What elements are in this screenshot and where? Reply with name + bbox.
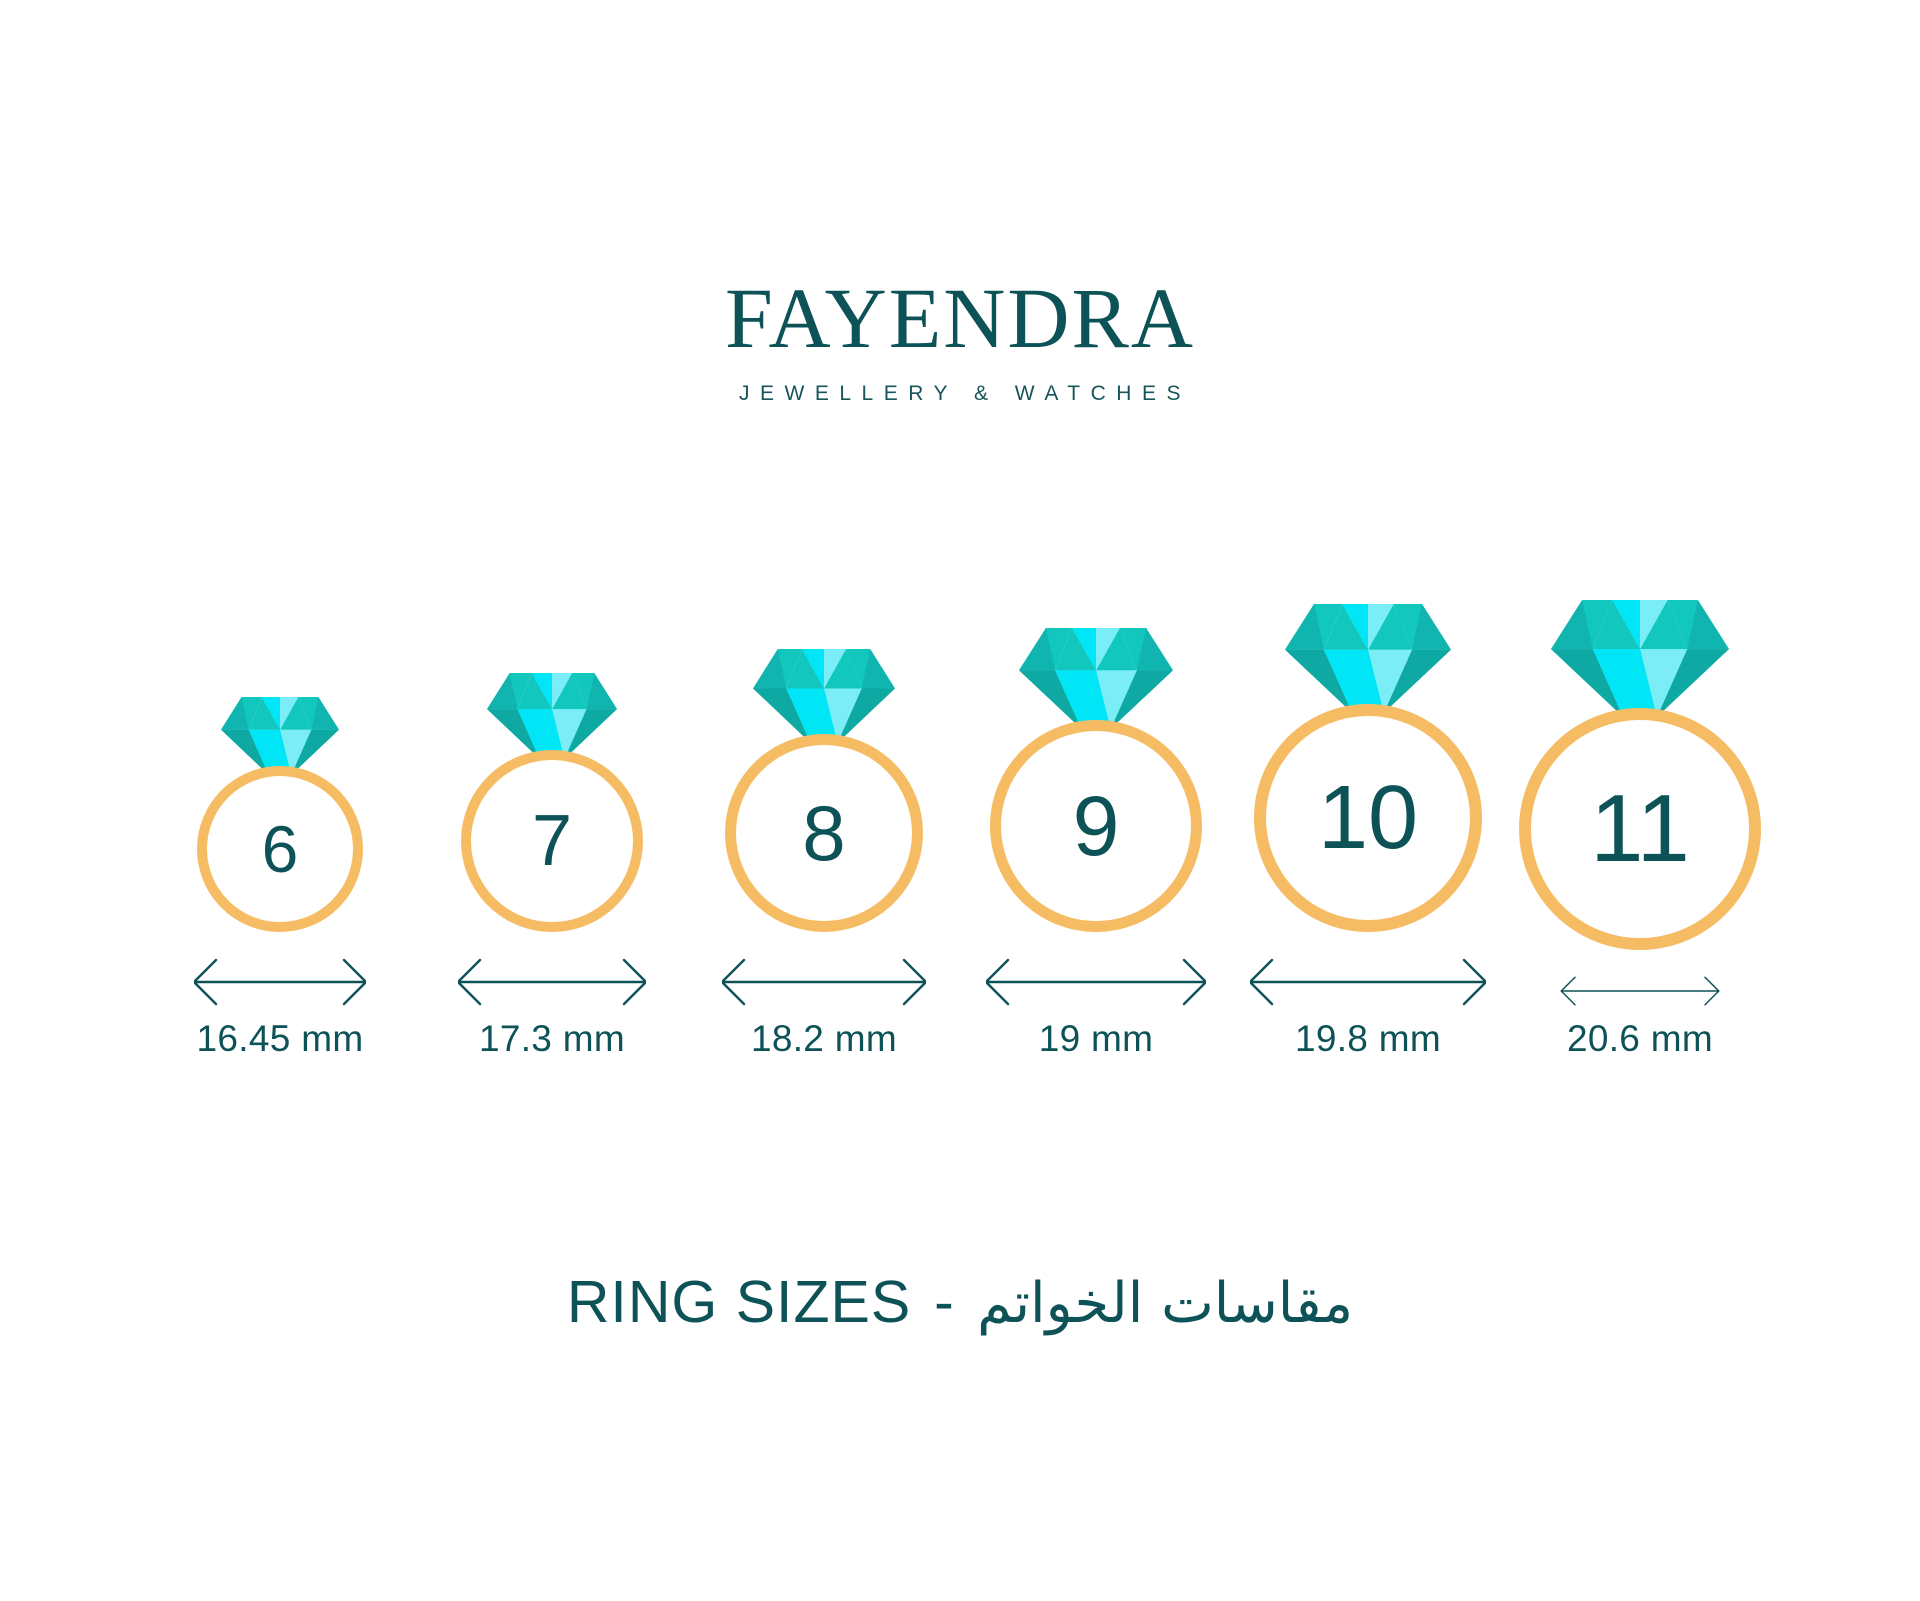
diamond-icon [487,673,617,759]
brand-logo: FAYENDRA JEWELLERY & WATCHES [0,270,1920,406]
dimension-arrow-icon [458,958,646,1006]
diamond-icon [1019,628,1173,729]
chart-title-arabic: مقاسات الخواتم [977,1271,1354,1336]
ring-diameter-label: 18.2 mm [750,1018,898,1059]
ring-illustration: 7 [461,673,643,932]
ring-band: 10 [1254,704,1482,932]
chart-title-separator: - [934,1269,955,1335]
ring-size-number: 8 [802,789,846,877]
ring-illustration: 9 [990,628,1202,932]
ring-diameter-label: 19.8 mm [1294,1018,1442,1059]
ring-size-number: 7 [531,801,573,881]
ring-illustration: 10 [1254,604,1482,932]
ring-size-number: 6 [261,812,299,886]
ring-band: 7 [461,750,643,932]
diamond-icon [1551,600,1729,717]
ring-illustration: 11 [1519,600,1761,950]
ring-size-number: 9 [1072,779,1120,873]
ring-size-number: 11 [1590,775,1690,882]
dimension-arrow-icon [722,958,926,1006]
ring-size-cell[interactable]: 9 19 mm [960,600,1232,1060]
ring-diameter-label: 19 mm [1038,1018,1154,1059]
chart-title-english: RING SIZES [566,1269,912,1335]
ring-size-cell[interactable]: 8 18.2 mm [688,600,960,1060]
ring-size-cell[interactable]: 7 17.3 mm [416,600,688,1060]
ring-diameter-label: 20.6 mm [1566,1018,1714,1059]
ring-size-number: 10 [1317,768,1419,868]
diamond-icon [753,649,895,743]
ring-size-cell[interactable]: 6 16.45 mm [144,600,416,1060]
brand-tagline: JEWELLERY & WATCHES [739,381,1191,405]
dimension-arrow-icon [1560,976,1720,1006]
ring-band: 9 [990,720,1202,932]
diamond-icon [221,697,339,775]
chart-title: RING SIZES - مقاسات الخواتم [0,1268,1920,1336]
brand-wordmark: FAYENDRA [725,270,1195,366]
ring-band: 6 [197,766,363,932]
ring-size-cell[interactable]: 10 19.8 mm [1232,600,1504,1060]
ring-band: 8 [725,734,923,932]
dimension-arrow-icon [986,958,1206,1006]
ring-size-row: 6 16.45 mm 7 17.3 mm 8 18.2 mm 9 19 mm 10 19.8 mm… [0,600,1920,1060]
dimension-arrow-icon [194,958,366,1006]
ring-band: 11 [1519,708,1761,950]
diamond-icon [1285,604,1451,713]
dimension-arrow-icon [1250,958,1486,1006]
ring-illustration: 6 [197,697,363,932]
ring-diameter-label: 16.45 mm [196,1018,364,1059]
ring-illustration: 8 [725,649,923,932]
ring-diameter-label: 17.3 mm [478,1018,626,1059]
ring-size-cell[interactable]: 11 20.6 mm [1504,600,1776,1060]
